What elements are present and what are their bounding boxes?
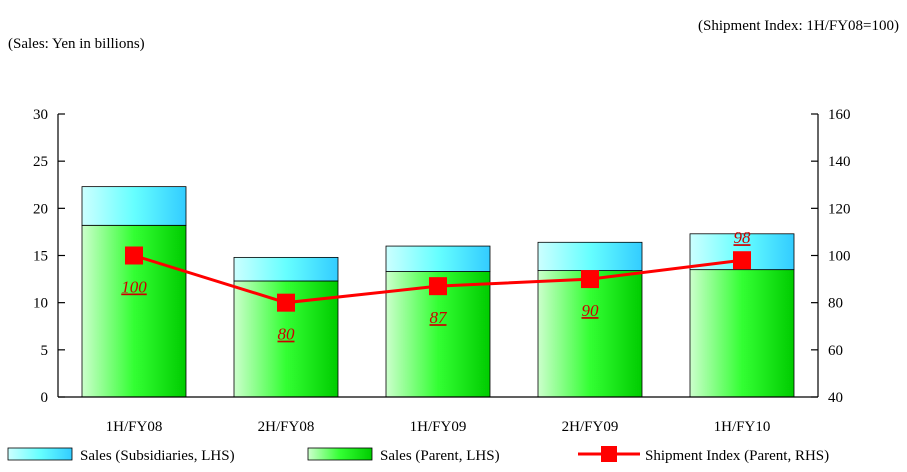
right-tick-label-140: 140 [828, 154, 851, 170]
legend-label-parent: Sales (Parent, LHS) [380, 448, 500, 464]
legend-swatch-index-marker [601, 446, 617, 462]
right-axis-unit-note: (Shipment Index: 1H/FY08=100) [698, 18, 899, 34]
left-tick-label-20: 20 [33, 201, 48, 217]
x-tick-label-1H/FY10: 1H/FY10 [714, 419, 771, 435]
bar-subsidiaries-2H/FY09 [537, 241, 643, 271]
bar-parent-2H/FY09 [537, 270, 643, 398]
x-tick-label-1H/FY09: 1H/FY09 [410, 419, 467, 435]
right-tick-label-160: 160 [828, 107, 851, 123]
shipment-index-label-2H/FY08: 80 [278, 325, 296, 344]
shipment-index-marker-2H/FY08 [277, 293, 295, 312]
shipment-index-label-1H/FY08: 100 [121, 278, 147, 297]
shipment-index-marker-1H/FY08 [125, 246, 143, 265]
legend-swatch-parent [307, 447, 373, 461]
left-tick-label-25: 25 [33, 154, 48, 170]
legend-swatch-subsidiaries [7, 447, 73, 461]
right-tick-label-120: 120 [828, 201, 851, 217]
shipment-index-label-2H/FY09: 90 [582, 301, 600, 320]
shipment-index-marker-2H/FY09 [581, 270, 599, 289]
left-tick-label-5: 5 [41, 343, 49, 359]
shipment-index-marker-1H/FY09 [429, 277, 447, 296]
bar-subsidiaries-1H/FY09 [385, 245, 491, 272]
shipment-index-label-1H/FY09: 87 [430, 308, 449, 327]
shipment-index-label-1H/FY10: 98 [734, 228, 752, 247]
left-tick-label-10: 10 [33, 296, 48, 312]
bar-subsidiaries-2H/FY08 [233, 256, 339, 282]
right-tick-label-100: 100 [828, 249, 851, 265]
shipment-index-marker-1H/FY10 [733, 251, 751, 270]
x-tick-label-2H/FY08: 2H/FY08 [258, 419, 315, 435]
right-tick-label-80: 80 [828, 296, 843, 312]
bar-subsidiaries-1H/FY08 [81, 186, 187, 226]
right-tick-label-60: 60 [828, 343, 843, 359]
left-tick-label-0: 0 [41, 390, 49, 406]
right-tick-label-40: 40 [828, 390, 843, 406]
x-tick-label-1H/FY08: 1H/FY08 [106, 419, 163, 435]
left-tick-label-30: 30 [33, 107, 48, 123]
bar-parent-1H/FY10 [689, 269, 795, 398]
x-tick-label-2H/FY09: 2H/FY09 [562, 419, 619, 435]
legend-label-shipment-index: Shipment Index (Parent, RHS) [645, 448, 829, 464]
left-tick-label-15: 15 [33, 249, 48, 265]
left-axis-unit-note: (Sales: Yen in billions) [8, 36, 145, 52]
legend-label-subsidiaries: Sales (Subsidiaries, LHS) [80, 448, 235, 464]
